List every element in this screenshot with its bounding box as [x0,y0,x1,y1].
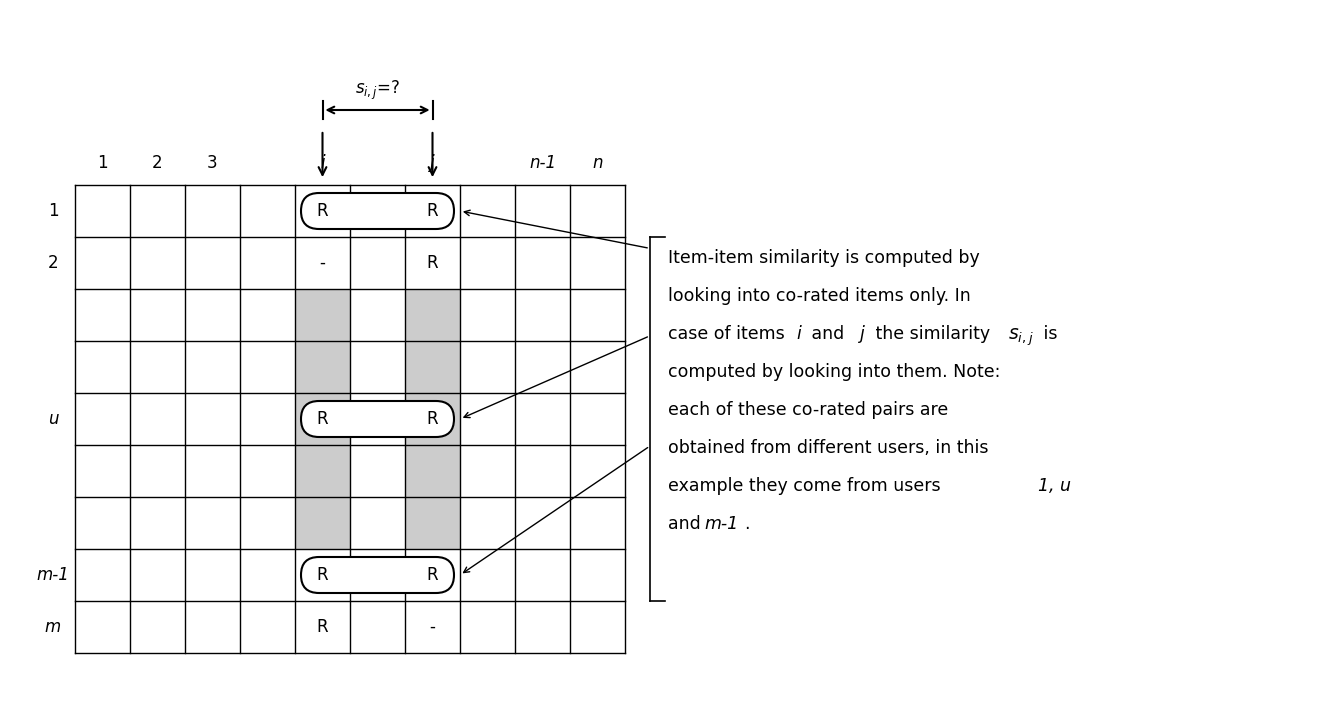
Text: example they come from users: example they come from users [667,477,940,495]
Text: u: u [48,410,58,428]
Text: R: R [317,202,328,220]
Text: n-1: n-1 [529,154,556,172]
Bar [295,289,351,549]
Text: looking into co-rated items only. In: looking into co-rated items only. In [667,287,971,305]
Bar [406,289,461,549]
Text: m-1: m-1 [704,515,739,533]
Text: R: R [317,618,328,636]
Text: R: R [317,566,328,584]
Text: R: R [427,202,438,220]
Text: m: m [44,618,62,636]
Text: and: and [806,325,850,343]
Text: 1: 1 [48,202,58,220]
Text: i: i [796,325,800,343]
Text: each of these co-rated pairs are: each of these co-rated pairs are [667,401,948,419]
Text: R: R [317,410,328,428]
Text: -: - [320,254,325,272]
Text: j: j [430,154,435,172]
Text: .: . [744,515,749,533]
Text: 3: 3 [207,154,218,172]
Text: case of items: case of items [667,325,796,343]
Text: and: and [667,515,706,533]
Text: $\mathit{s}_{i,j}$: $\mathit{s}_{i,j}$ [1009,327,1034,348]
Text: R: R [427,566,438,584]
Text: the similarity: the similarity [870,325,1001,343]
Text: 1, u: 1, u [1038,477,1070,495]
Text: Item-item similarity is computed by: Item-item similarity is computed by [667,249,980,267]
Text: R: R [427,254,438,272]
Text: j: j [860,325,865,343]
Text: -: - [430,618,435,636]
Text: computed by looking into them. Note:: computed by looking into them. Note: [667,363,1001,381]
Text: R: R [427,410,438,428]
FancyBboxPatch shape [301,193,454,229]
FancyBboxPatch shape [301,557,454,593]
Text: 1: 1 [97,154,107,172]
Text: is: is [1038,325,1057,343]
Text: obtained from different users, in this: obtained from different users, in this [667,439,988,457]
Text: n: n [592,154,603,172]
Text: m-1: m-1 [36,566,70,584]
Text: 2: 2 [48,254,58,272]
FancyBboxPatch shape [301,401,454,437]
Text: $\mathit{s}_{i,j}$=?: $\mathit{s}_{i,j}$=? [355,79,400,102]
Text: i: i [320,154,325,172]
Text: 2: 2 [152,154,163,172]
